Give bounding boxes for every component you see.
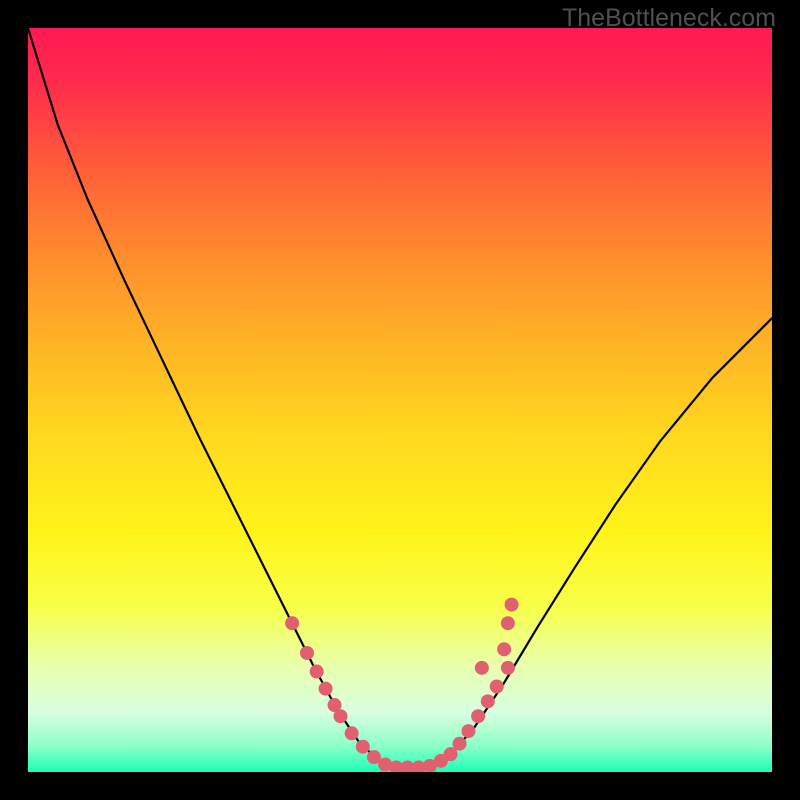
marker-point — [310, 665, 324, 679]
marker-point — [501, 616, 515, 630]
chart-svg — [28, 28, 772, 772]
marker-point — [497, 642, 511, 656]
marker-point — [356, 740, 370, 754]
marker-point — [300, 646, 314, 660]
marker-point — [490, 679, 504, 693]
marker-point — [285, 616, 299, 630]
watermark-text: TheBottleneck.com — [562, 4, 776, 33]
marker-point — [471, 709, 485, 723]
marker-point — [319, 682, 333, 696]
marker-point — [481, 694, 495, 708]
marker-point — [333, 709, 347, 723]
marker-point — [501, 661, 515, 675]
marker-point — [475, 661, 489, 675]
marker-point — [461, 724, 475, 738]
gradient-background — [28, 28, 772, 772]
marker-point — [505, 598, 519, 612]
plot-area — [28, 28, 772, 772]
marker-point — [453, 737, 467, 751]
marker-point — [345, 726, 359, 740]
chart-container: TheBottleneck.com — [0, 0, 800, 800]
